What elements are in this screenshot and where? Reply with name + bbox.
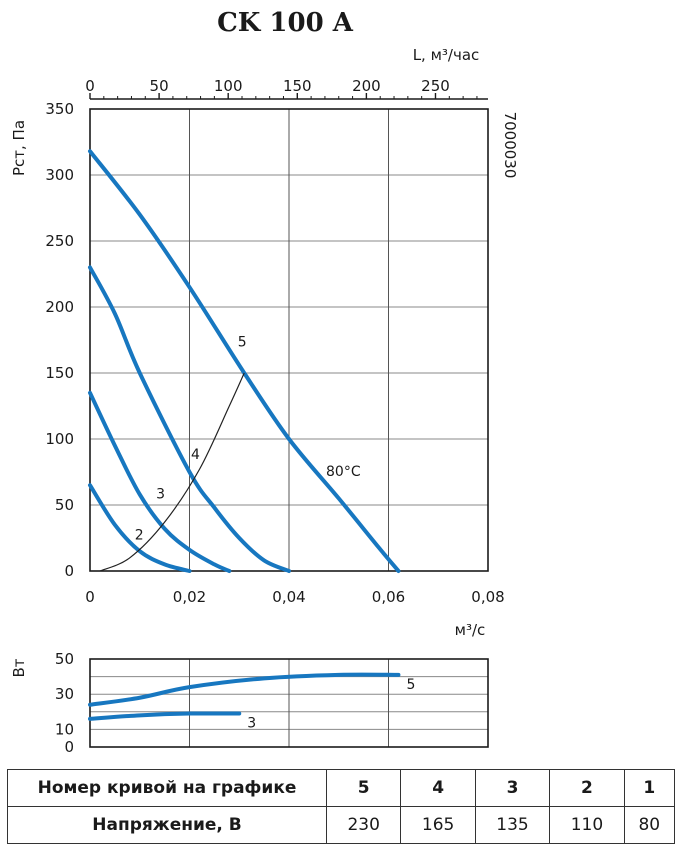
x-tick-label: 0,04 [272,588,305,606]
power-axis-label: Вт [10,658,28,677]
table-cell: 165 [400,806,476,844]
top-axis-label: L, м³/час [413,46,480,64]
fan-curve-2 [88,483,192,573]
x-tick-label: 0,08 [471,588,504,606]
table-cell: 2 [549,769,625,807]
table-cell: 4 [400,769,476,807]
power-plot: 010 30 50 5 3 [55,650,489,756]
chart-title: CK 100 A [217,8,354,38]
power-curve-5 [88,672,401,707]
x2-tick-label: 250 [421,77,450,95]
y-tick-label: 300 [45,166,74,184]
y-tick-label: 150 [45,364,74,382]
y-tick-label: 100 [45,430,74,448]
x-tick-label: 0,06 [372,588,405,606]
curve-number-label: 2 [135,527,144,543]
x-axis-label: м³/с [455,621,486,639]
x2-tick-label: 100 [214,77,243,95]
table-row-curve-number: Номер кривой на графике 5 4 3 2 1 [7,769,676,807]
table-row-voltage: Напряжение, В 230 165 135 110 80 [7,806,676,844]
fan-curve-4 [88,265,291,573]
x2-tick-label: 150 [283,77,312,95]
power-curve-3 [88,711,242,721]
y-tick-label: 50 [55,496,74,514]
table-row-label: Номер кривой на графике [7,769,327,807]
x-tick-label: 0 [85,588,95,606]
voltage-table: Номер кривой на графике 5 4 3 2 1 Напряж… [7,769,676,844]
power-y-tick-label: 0 [64,738,74,756]
power-curve-number-label: 5 [406,677,415,693]
power-y-tick-label: 30 [55,685,74,703]
x-tick-label: 0,02 [173,588,206,606]
system-resistance-curve [99,372,245,572]
x2-tick-label: 200 [352,77,381,95]
fan-curve-5 [88,149,401,573]
power-curve-number-label: 3 [247,716,256,732]
chart-canvas: CK 100 A L, м³/час Рст, Па 7000030 м³/с … [10,8,519,756]
table-cell: 110 [549,806,625,844]
y-tick-label: 0 [64,562,74,580]
fan-curve-3 [88,390,232,573]
curve-number-label: 3 [156,486,165,502]
temperature-annotation: 80°C [326,464,361,480]
x2-tick-label: 50 [150,77,169,95]
table-cell: 230 [325,806,402,844]
y-tick-label: 350 [45,100,74,118]
table-cell: 80 [623,806,676,844]
curve-number-label: 5 [238,335,247,351]
table-cell: 3 [474,769,551,807]
table-cell: 1 [623,769,676,807]
power-y-tick-label: 50 [55,650,74,668]
curve-number-label: 4 [191,447,200,463]
power-y-tick-label: 10 [55,720,74,738]
y-axis-label: Рст, Па [10,120,28,176]
table-cell: 5 [325,769,402,807]
x2-tick-label: 0 [85,77,95,95]
y-tick-label: 200 [45,298,74,316]
model-code: 7000030 [501,112,519,179]
table-row-label: Напряжение, В [7,806,327,844]
y-tick-label: 250 [45,232,74,250]
table-cell: 135 [474,806,551,844]
